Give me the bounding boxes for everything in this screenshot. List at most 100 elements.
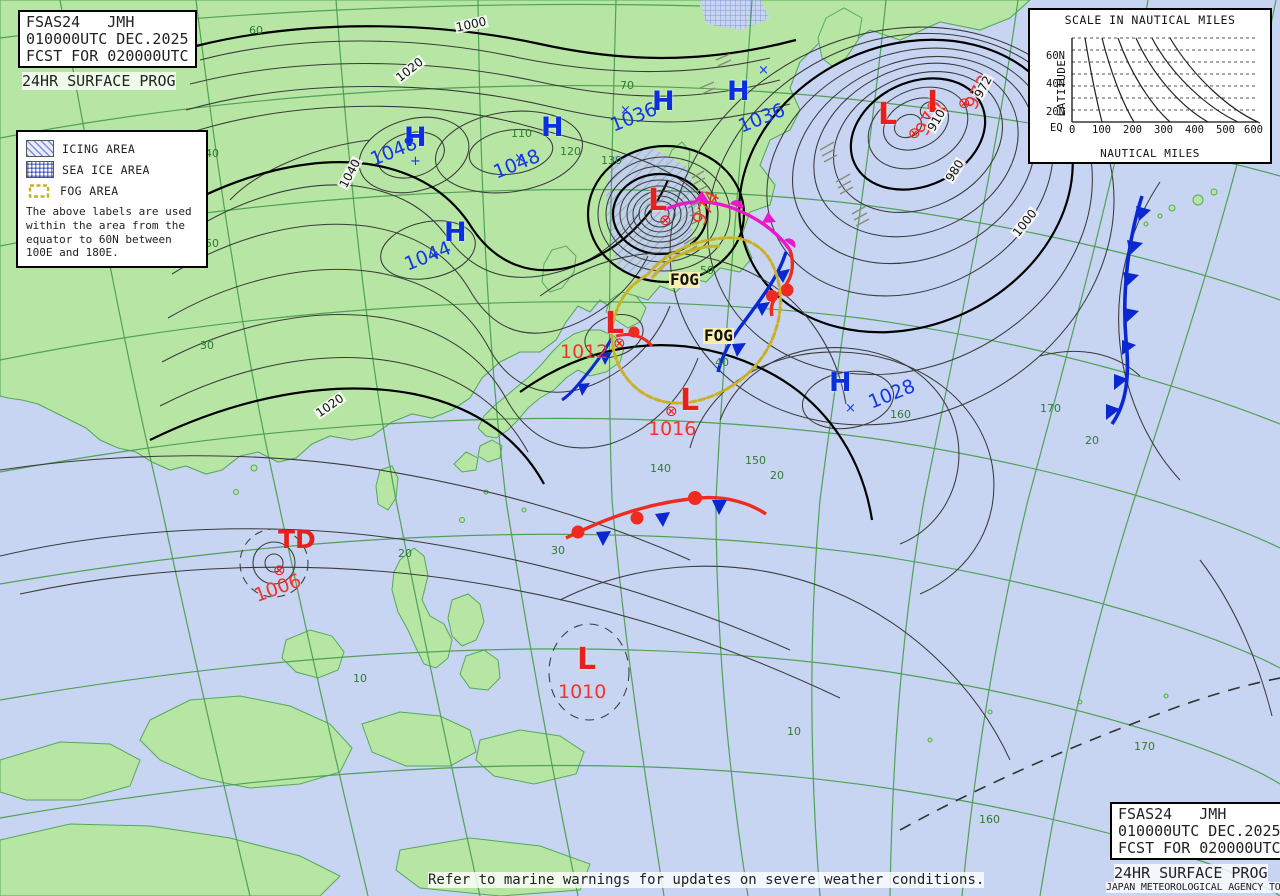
graticule-label-6: 120 [560, 145, 581, 158]
stationary-front [565, 491, 767, 546]
high-center-mark-4: × [758, 63, 769, 78]
graticule-label-18: 160 [979, 813, 1000, 826]
scale-xtick-0: 0 [1069, 124, 1076, 136]
high-center-mark-0: + [410, 154, 421, 169]
front-low-1012 [561, 326, 654, 402]
graticule-label-9: 150 [745, 454, 766, 467]
low-value-11: 1010 [558, 681, 607, 703]
graticule-label-12: 30 [551, 544, 565, 557]
high-symbol-2: H [444, 217, 467, 248]
low-center-mark-9: ⊗ [613, 334, 626, 352]
footer-info-box: FSAS24 JMH 010000UTC DEC.2025 FCST FOR 0… [1110, 802, 1280, 861]
graticule-label-13: 20 [398, 547, 412, 560]
scale-ytick-40n: 40N [1046, 78, 1065, 90]
sea-ice-swatch-icon [26, 161, 54, 178]
scale-xlabel: NAUTICAL MILES [1100, 147, 1200, 160]
legend-label-icing: ICING AREA [62, 141, 136, 156]
high-symbol-1: H [541, 112, 564, 143]
low-symbol-9: L [605, 306, 625, 341]
header-line2: 010000UTC DEC.2025 [26, 29, 189, 48]
low-center-mark-6: ⊗ [659, 211, 672, 229]
fog-label-0: FOG [669, 270, 700, 289]
legend-item-sea-ice: SEA ICE AREA [26, 159, 198, 180]
footer-line3: FCST FOR 020000UTC [1118, 838, 1280, 857]
low-symbol-6: L [648, 183, 668, 218]
scale-xtick-400: 400 [1185, 124, 1204, 136]
scale-xtick-300: 300 [1154, 124, 1173, 136]
legend-label-fog: FOG AREA [60, 183, 119, 198]
fog-swatch-icon [26, 183, 52, 198]
graticule-label-7: 130 [601, 154, 622, 167]
high-symbol-4: H [727, 76, 750, 107]
low-symbol-7: L [878, 97, 898, 132]
scale-title: SCALE IN NAUTICAL MILES [1064, 13, 1236, 27]
low-center-mark-8: ⊗ [958, 94, 971, 112]
td-symbol-12: TD [278, 525, 316, 554]
low-center-mark-7: ⊗ [908, 124, 921, 142]
graticule-label-8: 140 [650, 462, 671, 475]
header-info-box: FSAS24 JMH 010000UTC DEC.2025 FCST FOR 0… [18, 10, 197, 69]
graticule-label-4: 70 [620, 79, 634, 92]
footer-subtitle: 24HR SURFACE PROG [1114, 864, 1268, 882]
header-line1: FSAS24 JMH [26, 13, 135, 31]
cold-front-pacific [716, 251, 790, 373]
high-center-mark-3: × [620, 103, 631, 118]
graticule-label-16: 160 [890, 408, 911, 421]
low-symbol-11: L [577, 642, 597, 677]
sea-ice-area [700, 0, 770, 30]
icing-swatch-icon [26, 140, 54, 157]
graticule-label-2: 50 [205, 237, 219, 250]
graticule-label-15: 20 [1085, 434, 1099, 447]
fog-label-1: FOG [703, 326, 734, 345]
graticule-label-10: 40 [715, 356, 729, 369]
scale-xtick-500: 500 [1216, 124, 1235, 136]
high-center-mark-2: × [428, 248, 439, 263]
scale-box: SCALE IN NAUTICAL MILES LATITUDE [1028, 8, 1272, 164]
scale-xtick-100: 100 [1092, 124, 1111, 136]
high-center-mark-5: × [845, 401, 856, 416]
high-symbol-0: H [404, 122, 427, 153]
high-center-mark-1: × [514, 151, 525, 166]
icing-area [606, 148, 698, 282]
graticule-label-1: 60 [249, 24, 263, 37]
low-value-10: 1016 [648, 418, 697, 440]
graticule-label-5: 110 [511, 127, 532, 140]
graticule-label-17: 170 [1040, 402, 1061, 415]
graticule-label-11: 50 [700, 264, 714, 277]
legend-item-fog: FOG AREA [26, 180, 198, 201]
graticule-label-0: 40 [205, 147, 219, 160]
footer-line1: FSAS24 JMH [1118, 805, 1227, 823]
footer-agency: JAPAN METEOROLOGICAL AGENCY TOKYO [1106, 882, 1280, 893]
low-symbol-10: L [680, 383, 700, 418]
graticule-label-14: 10 [353, 672, 367, 685]
legend-note: The above labels are used within the are… [26, 205, 192, 260]
legend-box: ICING AREA SEA ICE AREA FOG AREA The abo… [16, 130, 208, 268]
occluded-front [663, 191, 796, 251]
footer-line2: 010000UTC DEC.2025 [1118, 821, 1280, 840]
marine-warning-note: Refer to marine warnings for updates on … [428, 872, 985, 888]
graticule-label-20: 10 [787, 725, 801, 738]
legend-item-icing: ICING AREA [26, 138, 198, 159]
graticule-label-19: 170 [1134, 740, 1155, 753]
scale-ytick-60n: 60N [1046, 50, 1065, 62]
high-symbol-3: H [652, 86, 675, 117]
header-subtitle: 24HR SURFACE PROG [22, 72, 176, 90]
low-value-9: 1012 [560, 341, 609, 363]
scale-xtick-600: 600 [1244, 124, 1263, 136]
high-symbol-5: H [829, 367, 852, 398]
graticule-label-3: 30 [200, 339, 214, 352]
scale-ytick-20n: 20N [1046, 106, 1065, 118]
fog-area-edge [650, 244, 721, 279]
fog-area-outline [610, 236, 782, 405]
low-center-mark-10: ⊗ [665, 402, 678, 420]
header-line3: FCST FOR 020000UTC [26, 46, 189, 65]
td-center-mark-12: ⊗ [273, 561, 286, 579]
graticule-label-21: 20 [770, 469, 784, 482]
scale-xtick-200: 200 [1123, 124, 1142, 136]
cold-front-east [1106, 195, 1151, 426]
legend-label-sea-ice: SEA ICE AREA [62, 162, 150, 177]
